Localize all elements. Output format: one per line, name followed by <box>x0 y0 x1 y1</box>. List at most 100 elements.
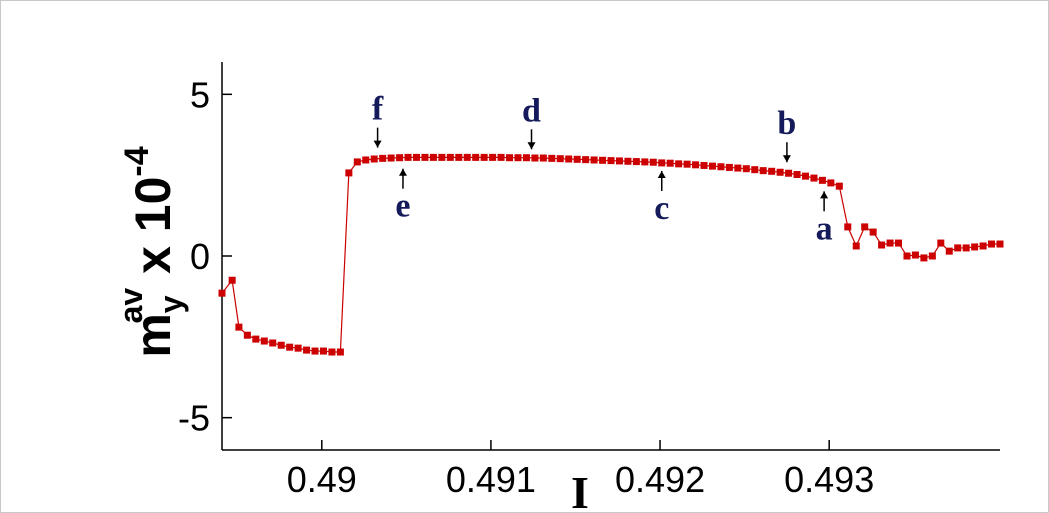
data-point <box>759 167 767 175</box>
y-label-sub: y <box>153 295 189 313</box>
data-point <box>852 242 860 250</box>
data-point <box>506 154 514 162</box>
data-point <box>387 154 395 162</box>
x-axis-label: I <box>571 467 589 513</box>
data-point <box>928 252 936 260</box>
data-point <box>522 154 530 162</box>
data-point <box>835 182 843 190</box>
data-point <box>497 153 505 161</box>
data-point <box>228 276 236 284</box>
x-tick-label: 0.49 <box>287 459 357 500</box>
data-point <box>370 155 378 163</box>
data-point <box>886 239 894 247</box>
data-point <box>988 240 996 248</box>
arrow-head <box>657 170 666 178</box>
arrow-head <box>527 142 536 150</box>
data-point <box>260 337 268 345</box>
data-point <box>607 157 615 165</box>
data-point <box>920 254 928 262</box>
y-label-exp: -4 <box>118 146 156 176</box>
annotation-label: a <box>816 210 833 247</box>
y-label-mid: x 10 <box>125 177 181 288</box>
data-point <box>311 347 319 355</box>
data-point <box>810 174 818 182</box>
arrow-head <box>782 155 791 163</box>
annotation-label: d <box>522 92 541 129</box>
data-point <box>472 153 480 161</box>
data-point <box>903 252 911 260</box>
data-point <box>294 344 302 352</box>
data-point <box>556 155 564 163</box>
data-point <box>827 179 835 187</box>
x-tick-label: 0.493 <box>784 459 874 500</box>
y-label-sup: av <box>113 288 149 324</box>
data-point <box>353 158 361 166</box>
data-point <box>962 244 970 252</box>
data-point <box>438 153 446 161</box>
data-point <box>514 154 522 162</box>
data-point <box>945 247 953 255</box>
data-point <box>937 239 945 247</box>
data-point <box>404 153 412 161</box>
data-point <box>396 154 404 162</box>
data-point <box>277 341 285 349</box>
annotation-label: b <box>777 105 796 142</box>
data-point <box>531 154 539 162</box>
data-point <box>768 167 776 175</box>
y-label-base: m <box>125 313 181 357</box>
y-tick-label: 0 <box>190 236 210 277</box>
data-point <box>345 169 353 177</box>
data-point <box>269 339 277 347</box>
data-point <box>218 289 226 297</box>
data-point <box>599 156 607 164</box>
data-point <box>725 163 733 171</box>
data-point <box>336 348 344 356</box>
y-axis-label: myav x 10-4 <box>113 146 189 357</box>
data-point <box>793 171 801 179</box>
data-point <box>539 154 547 162</box>
data-point <box>463 153 471 161</box>
data-point <box>641 158 649 166</box>
data-point <box>573 155 581 163</box>
annotation-label: f <box>372 91 384 128</box>
data-point <box>480 153 488 161</box>
data-point <box>379 154 387 162</box>
x-tick-label: 0.492 <box>615 459 705 500</box>
data-point <box>446 153 454 161</box>
data-point <box>971 243 979 251</box>
data-point <box>844 223 852 231</box>
data-point <box>700 161 708 169</box>
arrow-head <box>398 168 407 176</box>
data-point <box>252 335 260 343</box>
data-point <box>429 153 437 161</box>
data-point <box>954 244 962 252</box>
data-point <box>979 242 987 250</box>
data-point <box>717 163 725 171</box>
data-point <box>624 157 632 165</box>
data-point <box>658 159 666 167</box>
data-point <box>878 241 886 249</box>
data-point <box>489 153 497 161</box>
data-point <box>590 156 598 164</box>
data-point <box>666 159 674 167</box>
data-point <box>632 158 640 166</box>
data-point <box>455 153 463 161</box>
data-point <box>413 153 420 161</box>
data-point <box>911 251 919 259</box>
arrow-head <box>820 191 829 199</box>
data-point <box>582 156 590 164</box>
data-point <box>869 228 877 236</box>
data-point <box>751 166 759 174</box>
data-point <box>303 346 311 354</box>
data-point <box>286 343 294 351</box>
annotation-label: e <box>395 188 410 225</box>
data-point <box>861 223 869 231</box>
data-point <box>785 169 793 177</box>
data-point <box>548 154 556 162</box>
data-point <box>649 158 657 166</box>
data-point <box>362 156 370 164</box>
data-point <box>734 164 742 172</box>
data-point <box>742 165 750 173</box>
